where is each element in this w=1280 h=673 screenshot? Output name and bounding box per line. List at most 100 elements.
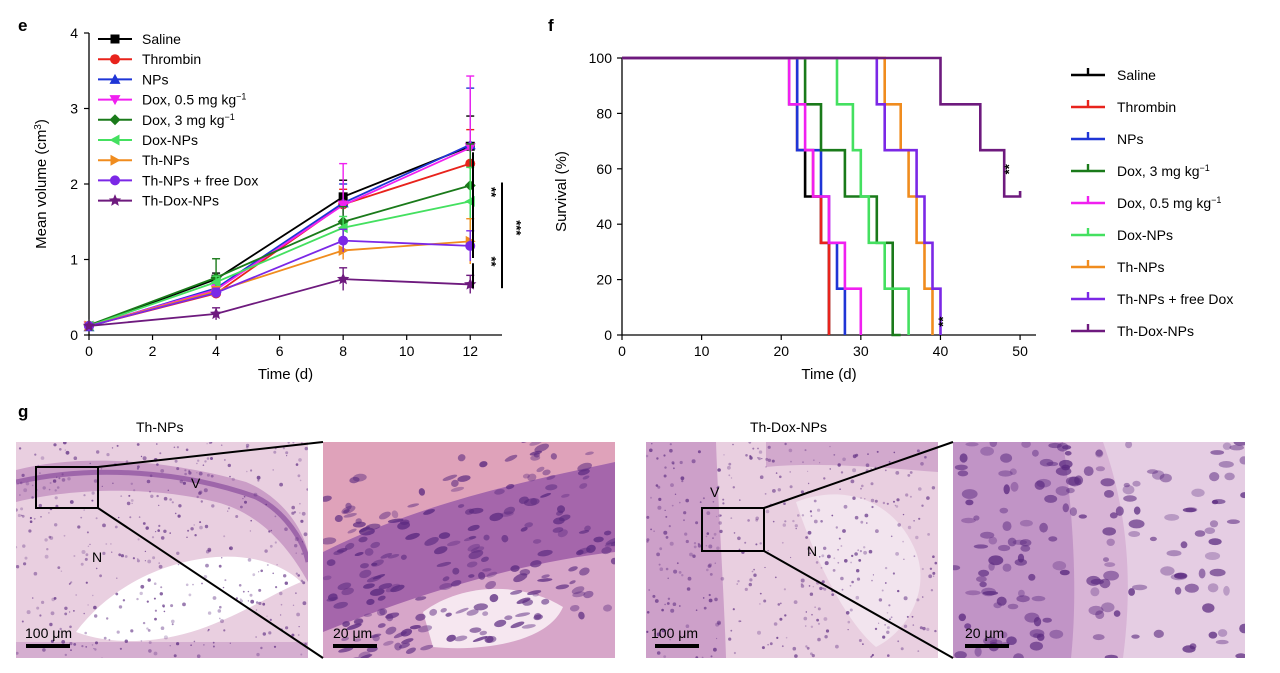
series xyxy=(84,218,476,332)
survival-curve xyxy=(622,56,910,335)
legend-label: Saline xyxy=(142,31,181,47)
legend-item: Th-NPs + free Dox xyxy=(98,172,258,188)
legend-item: Dox, 0.5 mg kg−1 xyxy=(98,92,246,108)
survival-curve xyxy=(622,56,942,335)
legend-item: Th-Dox-NPs xyxy=(98,193,219,209)
legend-marker xyxy=(109,134,120,146)
legend-label: Th-Dox-NPs xyxy=(142,193,219,209)
data-point xyxy=(82,319,96,332)
legend-item: Th-Dox-NPs xyxy=(1071,323,1194,339)
survival-curve xyxy=(622,56,1022,198)
legend-marker xyxy=(108,194,122,206)
panel-label-g: g xyxy=(18,402,29,421)
legend-label: Dox-NPs xyxy=(142,132,198,148)
series-line xyxy=(88,239,471,327)
x-tick-label: 10 xyxy=(694,343,710,359)
histology-title: Th-NPs xyxy=(136,419,184,435)
x-axis-label: Time (d) xyxy=(258,366,313,383)
chart-f-survival: 0 10 20 30 40 50 0 20 40 60 80 100 Time (d) Survival … xyxy=(553,50,1233,383)
sig-label: *** xyxy=(509,220,524,236)
legend-item: Dox, 3 mg kg−1 xyxy=(98,112,235,128)
histology-image-zoom xyxy=(323,442,615,658)
series-line xyxy=(88,200,471,327)
legend-item: Dox-NPs xyxy=(1071,227,1173,243)
legend-item: Th-NPs + free Dox xyxy=(1071,291,1233,307)
axes: 0 10 20 30 40 50 0 20 40 60 80 100 Time (d) Survival … xyxy=(553,50,1036,383)
legend-label: Saline xyxy=(1117,67,1156,83)
y-tick-label: 40 xyxy=(596,216,612,232)
y-tick-label: 20 xyxy=(596,272,612,288)
data-point xyxy=(337,222,348,234)
x-tick-label: 20 xyxy=(773,343,789,359)
sig-label: ** xyxy=(484,256,499,267)
y-tick-label: 80 xyxy=(596,105,612,121)
legend-label: NPs xyxy=(1117,131,1143,147)
series xyxy=(84,115,475,331)
x-tick-label: 30 xyxy=(853,343,869,359)
legend-label: Th-NPs + free Dox xyxy=(142,172,258,188)
legend-marker xyxy=(110,154,121,166)
x-tick-label: 6 xyxy=(276,343,284,359)
data-point xyxy=(211,287,222,298)
series-line xyxy=(88,145,471,327)
legend-label: Dox, 3 mg kg−1 xyxy=(142,112,235,128)
data-point xyxy=(337,200,349,211)
legend-label: NPs xyxy=(142,71,168,87)
x-axis-label: Time (d) xyxy=(801,366,856,383)
panel-label-e: e xyxy=(18,16,28,35)
legend-label: Th-NPs xyxy=(142,152,189,168)
data-point xyxy=(210,276,221,288)
sig-label: ** xyxy=(1002,163,1017,174)
series xyxy=(82,267,477,332)
legend-item: NPs xyxy=(1071,131,1143,147)
legend-item: Dox-NPs xyxy=(98,132,198,148)
sig-label: ** xyxy=(484,187,499,198)
x-tick-label: 0 xyxy=(618,343,626,359)
x-tick-label: 12 xyxy=(462,343,478,359)
survival-curve xyxy=(622,56,863,335)
legend-label: Dox, 0.5 mg kg−1 xyxy=(1117,195,1221,211)
legend-marker xyxy=(110,175,120,186)
y-tick-label: 4 xyxy=(70,25,78,41)
legend-item: Th-NPs xyxy=(1071,259,1164,275)
histology-image-wide xyxy=(16,442,308,658)
legend-item: Saline xyxy=(1071,67,1156,83)
y-tick-label: 100 xyxy=(589,50,613,66)
legend-label: Dox-NPs xyxy=(1117,227,1173,243)
survival-curve xyxy=(622,56,901,337)
y-tick-label: 0 xyxy=(70,327,78,343)
legend-marker xyxy=(110,34,120,44)
x-tick-label: 0 xyxy=(85,343,93,359)
legend-label: Th-NPs + free Dox xyxy=(1117,291,1233,307)
legend-item: Thrombin xyxy=(1071,99,1176,115)
data-point xyxy=(336,272,350,285)
y-tick-label: 1 xyxy=(70,252,78,268)
legend-marker xyxy=(109,95,121,106)
legend-marker xyxy=(109,73,121,84)
x-tick-label: 8 xyxy=(339,343,347,359)
legend-item: Dox, 3 mg kg−1 xyxy=(1071,163,1210,179)
data-point xyxy=(338,235,349,246)
legend-label: Dox, 0.5 mg kg−1 xyxy=(142,92,246,108)
legend-marker xyxy=(110,54,120,65)
legend-label: Thrombin xyxy=(1117,99,1176,115)
significance: ******* xyxy=(472,152,524,289)
plot-area xyxy=(82,75,477,332)
histology-title: Th-Dox-NPs xyxy=(750,419,828,435)
plot-area xyxy=(622,56,1022,337)
x-tick-label: 2 xyxy=(149,343,157,359)
histology-image-wide xyxy=(646,442,938,658)
x-tick-label: 10 xyxy=(399,343,415,359)
legend-item: Dox, 0.5 mg kg−1 xyxy=(1071,195,1221,211)
legend: Saline Thrombin NPs Dox, 0.5 mg kg−1 Dox, 3 … xyxy=(98,31,258,209)
legend-label: Th-Dox-NPs xyxy=(1117,323,1194,339)
legend-item: Th-NPs xyxy=(98,152,189,168)
y-tick-label: 0 xyxy=(604,327,612,343)
x-tick-label: 40 xyxy=(933,343,949,359)
y-axis-label: Mean volume (cm3) xyxy=(33,119,51,249)
y-tick-label: 2 xyxy=(70,176,78,192)
significance: ** ** xyxy=(936,163,1017,326)
legend-label: Th-NPs xyxy=(1117,259,1164,275)
